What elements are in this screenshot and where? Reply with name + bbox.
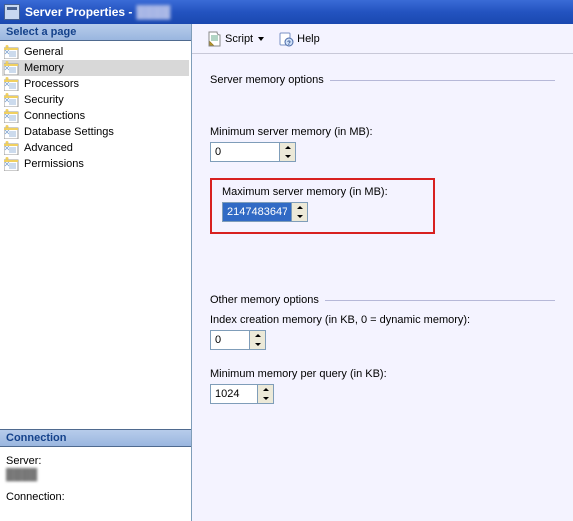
section-divider — [330, 80, 555, 81]
min-memory-spinner — [210, 142, 555, 162]
sidebar-item-label: Advanced — [24, 142, 73, 154]
max-memory-down-button[interactable] — [292, 212, 307, 221]
index-memory-spinner — [210, 330, 555, 350]
connection-row: Connection: — [6, 491, 185, 503]
help-label: Help — [297, 33, 320, 45]
index-memory-down-button[interactable] — [250, 340, 265, 349]
sidebar-item-security[interactable]: Security — [2, 92, 189, 108]
index-memory-input[interactable] — [210, 330, 250, 350]
help-button[interactable]: ? Help — [274, 29, 324, 49]
sidebar-item-memory[interactable]: Memory — [2, 60, 189, 76]
server-row: Server: ████ — [6, 455, 185, 481]
max-memory-up-button[interactable] — [292, 203, 307, 212]
script-label: Script — [225, 33, 253, 45]
min-query-spinner — [210, 384, 555, 404]
min-memory-input[interactable] — [210, 142, 280, 162]
min-memory-down-button[interactable] — [280, 152, 295, 161]
sidebar-item-permissions[interactable]: Permissions — [2, 156, 189, 172]
toolbar: Script ? Help — [192, 24, 573, 54]
sidebar-item-label: Permissions — [24, 158, 84, 170]
page-icon — [4, 61, 20, 75]
sidebar-item-label: Processors — [24, 78, 79, 90]
connection-label: Connection: — [6, 491, 185, 503]
min-memory-up-button[interactable] — [280, 143, 295, 152]
other-memory-section-title: Other memory options — [210, 294, 555, 306]
sidebar-item-label: Memory — [24, 62, 64, 74]
sidebar-item-label: Connections — [24, 110, 85, 122]
page-icon — [4, 125, 20, 139]
window-icon — [4, 4, 20, 20]
index-memory-label: Index creation memory (in KB, 0 = dynami… — [210, 314, 555, 326]
page-icon — [4, 45, 20, 59]
help-icon: ? — [278, 31, 294, 47]
right-column: Script ? Help Server memory options — [192, 24, 573, 521]
max-memory-label: Maximum server memory (in MB): — [222, 186, 423, 198]
sidebar-item-advanced[interactable]: Advanced — [2, 140, 189, 156]
max-memory-input[interactable] — [222, 202, 292, 222]
script-button[interactable]: Script — [202, 29, 270, 49]
min-query-label: Minimum memory per query (in KB): — [210, 368, 555, 380]
min-query-down-button[interactable] — [258, 394, 273, 403]
server-label: Server: — [6, 455, 185, 467]
section-divider — [325, 300, 555, 301]
page-icon — [4, 157, 20, 171]
page-icon — [4, 93, 20, 107]
server-value: ████ — [6, 469, 185, 481]
sidebar-item-connections[interactable]: Connections — [2, 108, 189, 124]
other-memory-section-label: Other memory options — [210, 294, 319, 306]
sidebar-item-general[interactable]: General — [2, 44, 189, 60]
sidebar-item-processors[interactable]: Processors — [2, 76, 189, 92]
connection-panel: Connection Server: ████ Connection: — [0, 429, 191, 521]
min-query-input[interactable] — [210, 384, 258, 404]
sidebar-item-label: Database Settings — [24, 126, 114, 138]
server-memory-section-label: Server memory options — [210, 74, 324, 86]
page-icon — [4, 77, 20, 91]
sidebar-item-database-settings[interactable]: Database Settings — [2, 124, 189, 140]
svg-text:?: ? — [287, 41, 291, 47]
page-icon — [4, 141, 20, 155]
window-title: Server Properties - — [25, 5, 132, 19]
page-list: General Memory Processors Security Connectio… — [0, 41, 191, 429]
left-column: Select a page General Memory Processors Sec… — [0, 24, 192, 521]
server-memory-section-title: Server memory options — [210, 74, 555, 86]
min-query-up-button[interactable] — [258, 385, 273, 394]
window-server-name: ████ — [136, 5, 170, 19]
page-icon — [4, 109, 20, 123]
script-icon — [206, 31, 222, 47]
index-memory-up-button[interactable] — [250, 331, 265, 340]
title-bar: Server Properties - ████ — [0, 0, 573, 24]
max-memory-highlight: Maximum server memory (in MB): — [210, 178, 435, 234]
connection-header: Connection — [0, 430, 191, 447]
content-area: Server memory options Minimum server mem… — [192, 54, 573, 521]
sidebar-item-label: Security — [24, 94, 64, 106]
sidebar-item-label: General — [24, 46, 63, 58]
max-memory-spinner — [222, 202, 423, 222]
chevron-down-icon — [258, 37, 264, 41]
min-memory-label: Minimum server memory (in MB): — [210, 126, 555, 138]
select-page-header: Select a page — [0, 24, 191, 41]
